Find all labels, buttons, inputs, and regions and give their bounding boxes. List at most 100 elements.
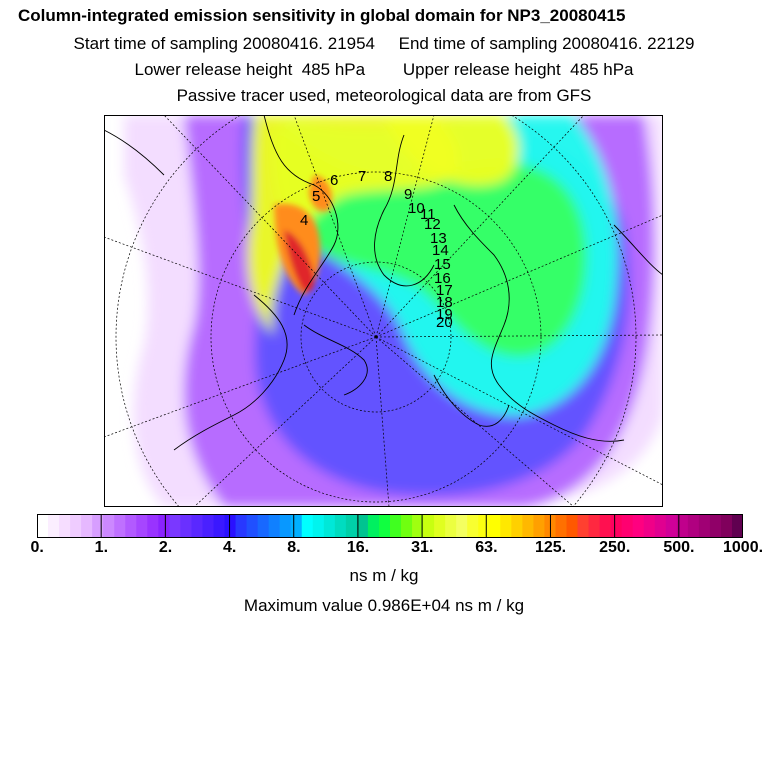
colorbar-cell	[125, 514, 137, 538]
meridian-line	[104, 336, 377, 438]
time-marker-label: 9	[404, 186, 412, 203]
coastline-alaska	[104, 129, 165, 176]
colorbar-cell	[599, 514, 612, 538]
colorbar-tick-label: 125.	[534, 539, 567, 556]
colorbar-cell	[665, 514, 678, 538]
colorbar-cell	[191, 514, 204, 538]
colorbar-cell	[500, 514, 512, 538]
colorbar-units: ns m / kg	[349, 566, 419, 585]
colorbar-cell	[467, 514, 479, 538]
tracer-note-line: Passive tracer used, meteorological data…	[176, 86, 592, 105]
colorbar-cells	[37, 514, 743, 538]
colorbar-cell	[224, 514, 237, 538]
colorbar-cell	[257, 514, 270, 538]
colorbar-cell	[731, 514, 743, 538]
colorbar-tick-label: 2.	[158, 539, 173, 556]
colorbar-tick-label: 1.	[94, 539, 109, 556]
colorbar-cell	[390, 514, 402, 538]
colorbar-cell	[356, 514, 369, 538]
plume-region	[247, 115, 458, 335]
colorbar-cell	[610, 514, 623, 538]
colorbar-cell	[301, 514, 314, 538]
colorbar	[37, 514, 743, 538]
colorbar-cell	[698, 514, 711, 538]
colorbar-cell	[114, 514, 126, 538]
colorbar-cell	[235, 514, 248, 538]
colorbar-cell	[643, 514, 656, 538]
colorbar-cell	[676, 514, 689, 538]
coastline-svalbard	[433, 374, 510, 427]
colorbar-cell	[423, 514, 435, 538]
graticule	[104, 115, 663, 507]
colorbar-cell	[345, 514, 358, 538]
coastline-archipelago	[303, 324, 368, 396]
sampling-time-line: Start time of sampling 20080416. 21954 E…	[73, 34, 695, 53]
colorbar-cell	[158, 514, 170, 538]
colorbar-cell	[312, 514, 325, 538]
time-marker-label: 13	[430, 230, 447, 247]
colorbar-cell	[555, 514, 568, 538]
time-marker-label: 4	[300, 212, 308, 229]
colorbar-ticks	[100, 514, 680, 538]
colorbar-cell	[378, 514, 391, 538]
latitude-circle	[210, 171, 542, 503]
colorbar-cell	[632, 514, 645, 538]
colorbar-cell	[412, 514, 424, 538]
colorbar-cell	[92, 514, 104, 538]
colorbar-cell	[334, 514, 347, 538]
colorbar-cell	[588, 514, 601, 538]
time-marker-label: 7	[358, 168, 366, 185]
meridian-line	[375, 336, 663, 486]
time-marker-label: 10	[408, 200, 425, 217]
colorbar-cell	[687, 514, 700, 538]
colorbar-tick-label: 16.	[346, 539, 370, 556]
meridian-line	[375, 336, 575, 507]
colorbar-cell	[566, 514, 579, 538]
plume-field	[124, 115, 663, 507]
time-marker-label: 19	[436, 306, 453, 323]
colorbar-cell	[202, 514, 215, 538]
colorbar-cell	[59, 514, 71, 538]
maximum-value-line: Maximum value 0.986E+04 ns m / kg	[243, 596, 525, 615]
time-marker-label: 16	[434, 270, 451, 287]
colorbar-cell	[621, 514, 634, 538]
colorbar-frame	[37, 514, 743, 538]
time-marker-label: 5	[312, 188, 320, 205]
coastline-siberia	[498, 384, 625, 442]
colorbar-tick-label: 500.	[663, 539, 695, 556]
colorbar-cell	[290, 514, 303, 538]
latitude-circle	[115, 115, 637, 507]
coastlines	[104, 115, 663, 451]
meridian-line	[163, 115, 377, 338]
colorbar-cell	[136, 514, 148, 538]
plume-region	[384, 115, 519, 186]
latitude-circle	[300, 261, 452, 413]
plume-core	[284, 230, 315, 292]
release-height-line: Lower release height 485 hPa Upper relea…	[134, 60, 634, 79]
coastline-greenland-east	[374, 134, 435, 287]
colorbar-cell	[720, 514, 733, 538]
colorbar-cell	[169, 514, 182, 538]
coastline-east	[613, 224, 663, 276]
coastline-canada	[173, 294, 288, 451]
meridian-line	[375, 115, 585, 338]
colorbar-cell	[489, 514, 501, 538]
colorbar-cell	[522, 514, 535, 538]
colorbar-cell	[533, 514, 546, 538]
colorbar-cell	[81, 514, 93, 538]
colorbar-tick-label: 63.	[475, 539, 498, 556]
colorbar-tick-label: 4.	[223, 539, 237, 556]
page-title: Column-integrated emission sensitivity i…	[18, 6, 626, 25]
coastline-greenland	[263, 115, 339, 316]
colorbar-cell	[577, 514, 590, 538]
colorbar-cell	[246, 514, 259, 538]
meridian-line	[293, 115, 377, 338]
time-marker-label: 6	[330, 172, 338, 189]
plume-core	[309, 175, 332, 212]
colorbar-cell	[180, 514, 193, 538]
colorbar-tick-label: 31.	[411, 539, 434, 556]
colorbar-cell	[147, 514, 159, 538]
time-marker-label: 15	[434, 256, 451, 273]
time-marker-label: 11	[420, 206, 436, 223]
